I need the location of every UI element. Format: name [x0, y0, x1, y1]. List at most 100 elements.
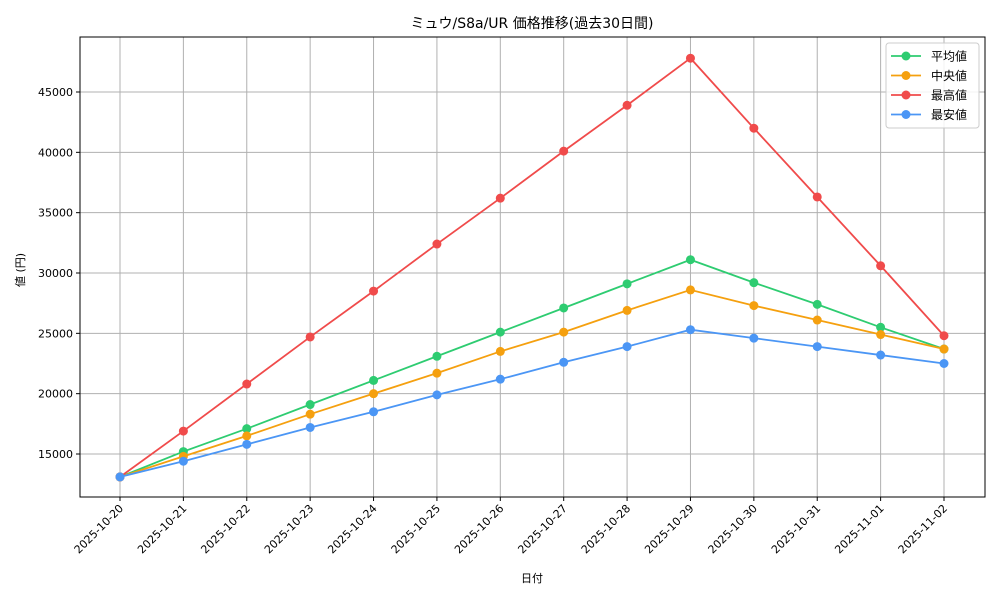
data-point	[432, 351, 442, 361]
data-point	[178, 426, 188, 436]
data-point	[939, 359, 949, 368]
data-point	[939, 331, 949, 341]
data-point	[559, 146, 569, 156]
data-point	[432, 390, 442, 400]
series-中央値	[115, 285, 949, 482]
data-point	[115, 472, 125, 482]
data-point	[242, 439, 252, 449]
y-tick-label: 35000	[38, 207, 73, 220]
data-point	[369, 389, 379, 399]
data-point	[432, 239, 442, 249]
data-point	[876, 322, 886, 332]
data-point	[812, 299, 822, 309]
x-tick-label: 2025-11-01	[832, 502, 886, 556]
series-最高値	[115, 53, 949, 482]
legend-item: 中央値	[891, 68, 967, 83]
x-tick-label: 2025-11-02	[896, 502, 950, 556]
grid-lines	[80, 37, 985, 497]
x-tick-label: 2025-10-27	[515, 502, 569, 556]
series-line	[119, 288, 945, 478]
data-point	[559, 303, 569, 313]
data-point	[939, 344, 949, 354]
x-axis: 2025-10-20 2025-10-21 2025-10-22 2025-10-23…	[72, 497, 950, 556]
data-point	[876, 350, 886, 360]
chart-title: ミュウ/S8a/UR 価格推移(過去30日間)	[411, 16, 654, 32]
y-tick-label: 25000	[38, 327, 73, 340]
data-point	[559, 357, 569, 367]
series-line	[119, 57, 945, 478]
x-tick-label: 2025-10-31	[769, 502, 823, 556]
x-tick-label: 2025-10-22	[198, 502, 252, 556]
series-平均値	[115, 255, 949, 482]
x-tick-label: 2025-10-25	[389, 502, 443, 556]
data-point	[685, 325, 695, 335]
legend-item: 平均値	[891, 49, 967, 64]
y-tick-label: 30000	[38, 267, 73, 280]
y-tick-label: 45000	[38, 86, 73, 99]
data-point	[305, 400, 315, 410]
data-point	[876, 330, 886, 340]
data-point	[749, 123, 759, 133]
data-point	[622, 305, 632, 315]
legend-marker	[901, 110, 911, 119]
legend-marker	[901, 90, 911, 100]
data-point	[305, 409, 315, 419]
series-line	[119, 258, 945, 478]
data-point	[812, 315, 822, 325]
data-point	[242, 424, 252, 434]
legend-label: 最安値	[931, 107, 967, 122]
legend-item: 最安値	[891, 107, 967, 122]
y-tick-label: 40000	[38, 146, 73, 159]
data-point	[812, 192, 822, 202]
data-point	[495, 346, 505, 356]
data-point	[178, 456, 188, 466]
x-tick-label: 2025-10-24	[325, 502, 379, 556]
x-tick-label: 2025-10-23	[262, 502, 316, 556]
y-tick-label: 20000	[38, 388, 73, 401]
legend-box	[885, 42, 980, 129]
y-axis: 15000 20000 25000 30000 35000 40000 45000	[38, 86, 80, 461]
x-axis-label: 日付	[521, 572, 543, 585]
legend-item: 最高値	[891, 88, 967, 103]
data-point	[622, 100, 632, 110]
data-point	[242, 379, 252, 389]
x-tick-label: 2025-10-29	[642, 502, 696, 556]
y-tick-label: 15000	[38, 448, 73, 461]
data-point	[622, 279, 632, 289]
plot-frame	[79, 36, 986, 498]
data-point	[432, 368, 442, 378]
series-最安値	[115, 325, 949, 482]
data-point	[305, 422, 315, 432]
data-point	[495, 327, 505, 337]
x-tick-label: 2025-10-26	[452, 502, 506, 556]
data-series	[115, 53, 949, 482]
data-point	[305, 332, 315, 342]
data-point	[559, 327, 569, 337]
legend-marker	[901, 71, 911, 80]
data-point	[369, 286, 379, 296]
x-tick-label: 2025-10-30	[706, 502, 760, 556]
data-point	[749, 278, 759, 288]
data-point	[495, 193, 505, 203]
data-point	[622, 342, 632, 352]
data-point	[242, 431, 252, 441]
data-point	[685, 255, 695, 265]
legend-marker	[901, 51, 911, 61]
legend-label: 平均値	[931, 49, 967, 64]
data-point	[685, 53, 695, 63]
data-point	[876, 261, 886, 271]
legend-label: 中央値	[931, 68, 967, 83]
x-tick-label: 2025-10-21	[135, 502, 189, 556]
y-axis-label: 値 (円)	[14, 253, 27, 287]
data-point	[369, 407, 379, 417]
data-point	[369, 375, 379, 385]
legend-label: 最高値	[931, 88, 967, 103]
data-point	[495, 374, 505, 384]
x-tick-label: 2025-10-28	[579, 502, 633, 556]
data-point	[685, 285, 695, 295]
x-tick-label: 2025-10-20	[72, 502, 126, 556]
series-line	[119, 328, 945, 478]
data-point	[812, 342, 822, 352]
